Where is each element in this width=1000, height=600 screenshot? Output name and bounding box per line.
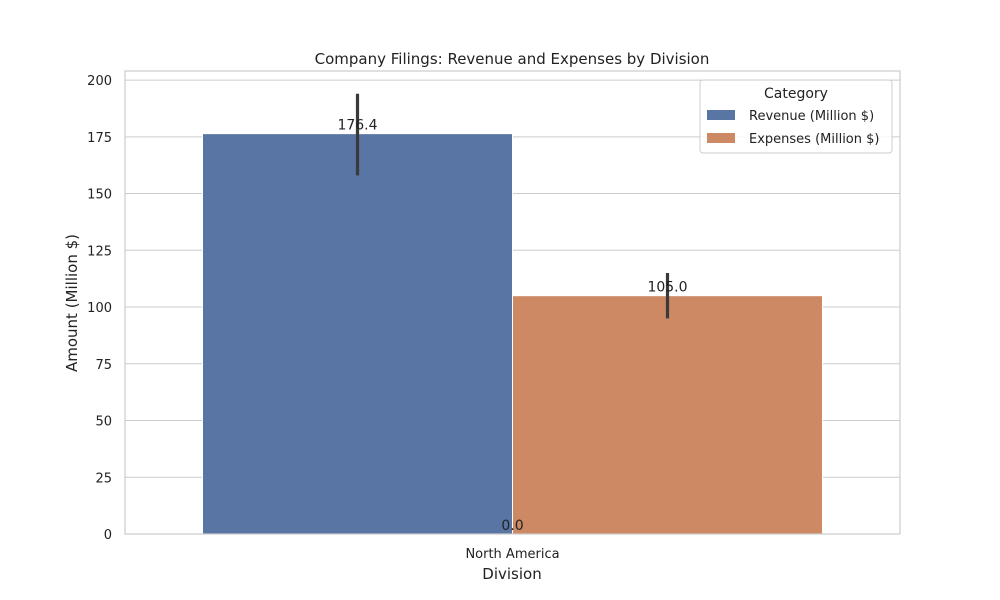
chart-title: Company Filings: Revenue and Expenses by… xyxy=(315,50,710,68)
x-tick-label: North America xyxy=(465,547,559,562)
data-labels: 176.4 105.0 0.0 xyxy=(337,118,687,534)
y-tick-label: 25 xyxy=(95,471,112,486)
y-tick-label: 0 xyxy=(104,528,112,543)
bar-expenses xyxy=(512,295,823,535)
legend-label-revenue: Revenue (Million $) xyxy=(749,109,874,124)
y-tick-label: 50 xyxy=(95,415,112,430)
data-label-revenue: 176.4 xyxy=(337,118,377,134)
y-tick-label: 175 xyxy=(87,131,112,146)
plot-frame xyxy=(124,70,901,535)
legend: Category Revenue (Million $) Expenses (M… xyxy=(699,79,893,154)
data-label-zero: 0.0 xyxy=(501,518,523,534)
legend-swatch-expenses xyxy=(707,133,735,143)
legend-label-expenses: Expenses (Million $) xyxy=(749,132,879,147)
bars xyxy=(202,133,823,535)
x-axis-label: Division xyxy=(482,565,541,583)
legend-swatch-revenue xyxy=(707,110,735,120)
y-tick-label: 150 xyxy=(87,188,112,203)
x-axis-ticks: North America xyxy=(465,547,559,562)
bar-revenue xyxy=(202,133,513,535)
y-tick-label: 125 xyxy=(87,244,112,259)
legend-box xyxy=(699,79,893,154)
error-bars xyxy=(355,93,670,319)
y-axis-ticks: 0 25 50 75 100 125 150 175 200 xyxy=(87,74,112,543)
y-tick-label: 75 xyxy=(95,358,112,373)
data-label-expenses: 105.0 xyxy=(647,280,687,296)
y-axis-label: Amount (Million $) xyxy=(63,234,81,372)
y-tick-label: 100 xyxy=(87,301,112,316)
y-tick-label: 200 xyxy=(87,74,112,89)
legend-title: Category xyxy=(764,86,828,102)
